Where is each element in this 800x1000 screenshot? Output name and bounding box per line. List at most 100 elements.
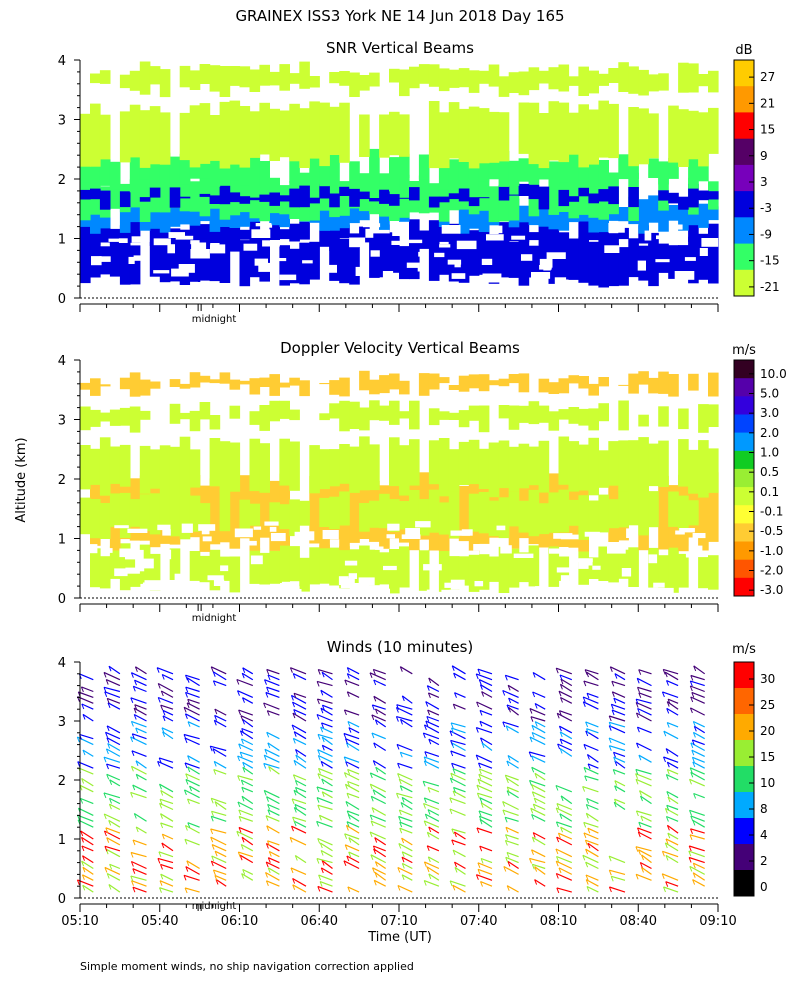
heatmap-cell: [239, 66, 251, 88]
heatmap-cell: [498, 239, 510, 278]
wind-barb: [290, 867, 307, 875]
wind-barb: [183, 733, 200, 740]
wind-barb-shaft: [263, 762, 280, 769]
wind-barb-shaft: [452, 884, 466, 893]
wind-barb-shaft: [266, 880, 280, 887]
wind-barb-feather: [585, 862, 589, 868]
wind-barb: [157, 696, 174, 704]
wind-barb-shaft: [476, 701, 493, 710]
wind-barb: [424, 813, 440, 822]
wind-barb: [242, 868, 254, 875]
heatmap-cell: [698, 190, 709, 201]
wind-barb: [635, 773, 652, 781]
data-gap: [655, 259, 670, 263]
wind-barb: [454, 866, 466, 875]
heatmap-cell: [548, 183, 560, 215]
wind-barb-feather: [530, 716, 534, 722]
heatmap-cell: [598, 73, 609, 86]
heatmap-cell: [628, 187, 639, 208]
wind-barb-shaft: [162, 715, 174, 722]
colorbar-label: 4: [760, 828, 768, 842]
wind-barb: [688, 850, 705, 858]
wind-barb-feather: [661, 691, 665, 698]
wind-barb-feather: [609, 666, 613, 672]
wind-barb-feather: [693, 665, 697, 672]
wind-barb-shaft: [185, 674, 200, 681]
wind-barb-shaft: [666, 815, 679, 822]
wind-barb: [185, 866, 200, 875]
wind-barb-shaft: [242, 868, 254, 875]
colorbar-segment: [734, 662, 754, 689]
wind-barb-feather: [585, 879, 589, 885]
wind-barb-feather: [344, 679, 348, 686]
wind-barb-shaft: [267, 710, 280, 716]
data-gap: [693, 284, 703, 292]
wind-barb: [558, 867, 573, 875]
wind-barb: [292, 712, 307, 722]
wind-barb-shaft: [423, 732, 440, 740]
wind-barb-feather: [689, 834, 693, 840]
heatmap-cell: [259, 479, 270, 538]
heatmap-cell: [119, 237, 131, 285]
wind-barb-shaft: [103, 813, 121, 822]
wind-barb-shaft: [398, 815, 413, 822]
y-tick-label: 3: [58, 414, 66, 429]
wind-barb-shaft: [585, 721, 599, 728]
wind-barb-feather: [316, 786, 320, 793]
wind-barb-feather: [555, 861, 559, 867]
wind-barb: [105, 731, 121, 740]
wind-barb: [184, 824, 200, 834]
wind-barb: [316, 680, 333, 687]
heatmap-cell: [289, 409, 300, 421]
heatmap-cell: [259, 443, 270, 493]
heatmap-cell: [458, 410, 470, 428]
data-gap: [178, 264, 195, 273]
heatmap-cell: [698, 557, 709, 589]
wind-barb-feather: [502, 721, 506, 728]
heatmap-cell: [299, 221, 310, 240]
wind-barb-shaft: [667, 761, 679, 769]
wind-barb-feather: [559, 684, 563, 690]
wind-barb: [502, 801, 519, 811]
heatmap-cell: [428, 489, 440, 533]
heatmap-cell: [588, 150, 599, 187]
wind-barb-shaft: [665, 881, 679, 887]
data-gap: [375, 546, 384, 550]
heatmap-cell: [99, 114, 111, 160]
data-gap: [608, 223, 625, 233]
wind-barb-shaft: [210, 836, 227, 846]
wind-barb-shaft: [347, 813, 360, 822]
wind-barb-shaft: [556, 887, 572, 893]
wind-barb: [374, 837, 387, 846]
heatmap-cell: [209, 415, 221, 430]
wind-barb-feather: [184, 839, 188, 845]
heatmap-cell: [458, 108, 470, 162]
colorbar-segment: [734, 432, 754, 452]
wind-barb-shaft: [293, 820, 307, 828]
wind-barb: [210, 797, 227, 805]
wind-barb-feather: [453, 787, 456, 793]
wind-barb: [401, 862, 413, 870]
heatmap-cell: [428, 64, 440, 87]
wind-barb-shaft: [502, 721, 519, 728]
heatmap-cell: [438, 411, 450, 420]
wind-barb-shaft: [293, 692, 307, 698]
wind-barb-feather: [214, 875, 218, 881]
wind-barb: [317, 804, 333, 811]
wind-barb: [369, 772, 386, 781]
wind-barb-shaft: [582, 786, 599, 793]
wind-barb-feather: [321, 791, 325, 797]
heatmap-cell: [678, 109, 689, 167]
wind-barb-feather: [214, 851, 218, 857]
wind-barb-shaft: [481, 691, 493, 698]
wind-barb-feather: [529, 780, 532, 786]
wind-barb: [666, 824, 679, 834]
wind-barb-shaft: [291, 694, 307, 704]
heatmap-cell: [568, 375, 580, 384]
wind-barb: [318, 874, 333, 881]
wind-barb-feather: [212, 748, 216, 754]
wind-barb-feather: [401, 863, 405, 869]
wind-barb-feather: [558, 867, 562, 874]
wind-barb-feather: [585, 874, 589, 881]
wind-barb: [475, 673, 493, 681]
